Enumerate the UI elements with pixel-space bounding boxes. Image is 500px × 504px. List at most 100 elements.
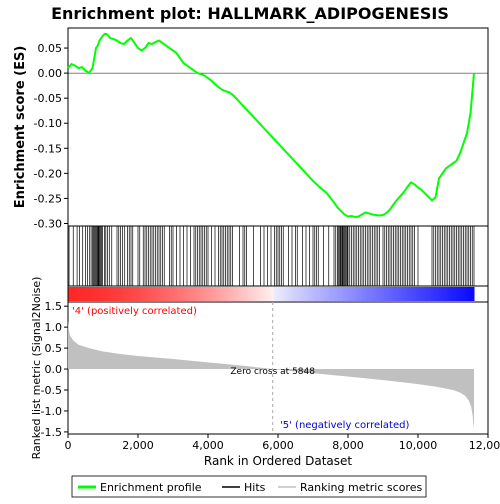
colorbar-segment [117,287,120,301]
colorbar-segment [141,287,144,301]
es-y-tick-label: -0.15 [34,142,62,155]
colorbar-segment [199,287,202,301]
colorbar-segment [112,287,115,301]
chart-title: Enrichment plot: HALLMARK_ADIPOGENESIS [51,4,449,23]
colorbar-segment [175,287,178,301]
colorbar-segment [135,287,138,301]
colorbar-segment [132,287,135,301]
es-y-tick-label: -0.25 [34,192,62,205]
colorbar-segment [373,287,376,301]
colorbar-segment [352,287,355,301]
es-y-ticks: 0.050.00-0.05-0.10-0.15-0.20-0.25-0.30 [34,42,68,230]
colorbar-segment [106,287,109,301]
colorbar-segment [201,287,204,301]
colorbar-segment [457,287,460,301]
rank-y-tick-label: 0.5 [45,342,63,355]
colorbar-segment [445,287,448,301]
colorbar-segment [97,287,100,301]
colorbar-segment [460,287,463,301]
colorbar-segment [219,287,222,301]
colorbar-segment [138,287,141,301]
colorbar-segment [393,287,396,301]
colorbar-segment [338,287,341,301]
positive-correlation-label: '4' (positively correlated) [72,306,197,317]
colorbar-segment [155,287,158,301]
colorbar-segment [413,287,416,301]
colorbar-segment [71,287,74,301]
es-y-axis-label: Enrichment score (ES) [13,46,28,209]
colorbar-segment [100,287,103,301]
colorbar-segment [190,287,193,301]
rank-y-axis-label: Ranked list metric (Signal2Noise) [30,277,43,460]
rank-y-tick-label: 1.0 [45,321,63,334]
colorbar-segment [306,287,309,301]
colorbar-segment [422,287,425,301]
colorbar-segment [471,287,474,301]
colorbar-segment [216,287,219,301]
ranked-list-colorbar [68,287,475,301]
colorbar-segment [257,287,260,301]
colorbar-segment [184,287,187,301]
colorbar-segment [187,287,190,301]
rank-y-tick-label: 0.0 [45,363,63,376]
colorbar-segment [462,287,465,301]
es-y-tick-label: 0.05 [38,42,63,55]
colorbar-segment [419,287,422,301]
x-tick-label: 8,000 [332,439,364,452]
colorbar-segment [248,287,251,301]
colorbar-segment [378,287,381,301]
colorbar-segment [274,287,277,301]
colorbar-segment [433,287,436,301]
colorbar-segment [210,287,213,301]
colorbar-segment [129,287,132,301]
colorbar-segment [349,287,352,301]
x-tick-label: 12,000 [469,439,500,452]
colorbar-segment [335,287,338,301]
colorbar-segment [83,287,86,301]
colorbar-segment [312,287,315,301]
colorbar-segment [294,287,297,301]
colorbar-segment [94,287,97,301]
colorbar-segment [332,287,335,301]
colorbar-segment [120,287,123,301]
colorbar-segment [126,287,129,301]
rank-y-ticks: 1.51.00.50.0-0.5-1.0-1.5 [41,300,68,439]
colorbar-segment [196,287,199,301]
colorbar-segment [355,287,358,301]
colorbar-segment [143,287,146,301]
colorbar-segment [317,287,320,301]
colorbar-segment [381,287,384,301]
es-y-tick-label: -0.30 [34,217,62,230]
colorbar-segment [283,287,286,301]
colorbar-segment [170,287,173,301]
colorbar-segment [74,287,77,301]
x-tick-label: 2,000 [122,439,154,452]
colorbar-segment [146,287,149,301]
colorbar-segment [303,287,306,301]
colorbar-segment [465,287,468,301]
colorbar-segment [344,287,347,301]
colorbar-segment [361,287,364,301]
colorbar-segment [167,287,170,301]
colorbar-segment [404,287,407,301]
colorbar-segment [85,287,88,301]
colorbar-segment [204,287,207,301]
hits-panel [68,226,488,286]
colorbar-segment [259,287,262,301]
colorbar-segment [251,287,254,301]
colorbar-segment [271,287,274,301]
colorbar-segment [384,287,387,301]
colorbar-segment [213,287,216,301]
colorbar-segment [286,287,289,301]
colorbar-segment [245,287,248,301]
colorbar-segment [297,287,300,301]
colorbar-segment [88,287,91,301]
colorbar-segment [323,287,326,301]
colorbar-segment [326,287,329,301]
colorbar-segment [193,287,196,301]
colorbar-segment [402,287,405,301]
es-panel-frame [68,28,488,226]
colorbar-segment [387,287,390,301]
